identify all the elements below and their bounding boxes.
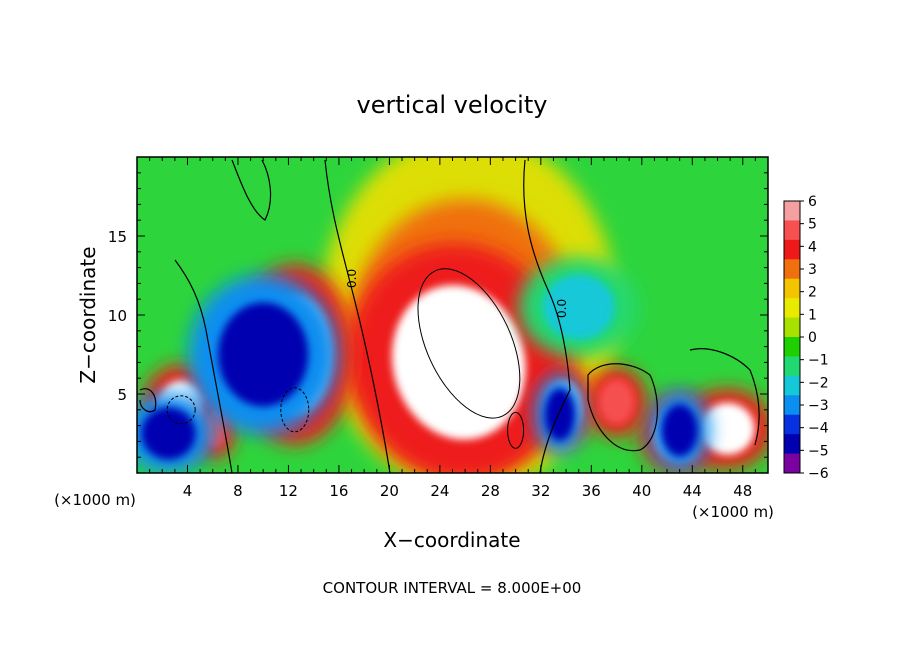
contour-label: 0.0 [555, 299, 569, 318]
contour-interval-note: CONTOUR INTERVAL = 8.000E+00 [323, 579, 582, 597]
colorbar-swatch [784, 356, 800, 377]
colorbar-swatch [784, 278, 800, 299]
x-tick-label: 20 [380, 482, 399, 500]
core-contour [417, 268, 521, 419]
colorbar-label: 1 [808, 307, 817, 323]
colorbar-label: −6 [808, 466, 829, 482]
colorbar-label: 2 [808, 285, 817, 301]
x-tick-label: 44 [683, 482, 702, 500]
x-tick-label: 24 [430, 482, 449, 500]
colorbar-labels: 6 5 4 3 2 1 0 −1 −2 −3 −4 −5 −6 [800, 194, 829, 482]
colorbar-swatch [784, 395, 800, 416]
velocity-field: 0.0 0.0 [137, 157, 768, 473]
colorbar-swatch [784, 434, 800, 455]
colorbar-label: −1 [808, 353, 829, 369]
colorbar-swatch [784, 414, 800, 435]
x-tick-label: 48 [733, 482, 752, 500]
field-core [542, 274, 615, 340]
y-tick-label: 10 [108, 307, 127, 325]
colorbar-swatch [784, 375, 800, 396]
zero-contour [174, 259, 233, 473]
x-tick-label: 4 [183, 482, 193, 500]
x-tick-label: 32 [531, 482, 550, 500]
x-tick-label: 40 [632, 482, 651, 500]
colorbar-label: 5 [808, 217, 817, 233]
colorbar-swatch [784, 239, 800, 260]
colorbar-swatch [784, 220, 800, 241]
colorbar-swatch [784, 298, 800, 319]
x-tick-label: 12 [279, 482, 298, 500]
x-tick-label: 36 [582, 482, 601, 500]
colorbar-label: −5 [808, 443, 829, 459]
zero-contour [689, 348, 760, 446]
x-tick-label: 8 [233, 482, 243, 500]
colorbar-swatch [784, 201, 800, 221]
core-contour [507, 411, 525, 449]
zero-contour [324, 159, 391, 473]
field-core [218, 302, 309, 407]
core-contour [166, 395, 196, 425]
zero-contour [231, 159, 272, 221]
x-tick-label: 16 [329, 482, 348, 500]
colorbar-label: 3 [808, 262, 817, 278]
zero-contour [523, 159, 571, 473]
axis-ticks [137, 157, 768, 473]
colorbar-label: 4 [808, 239, 817, 255]
x-unit-right: (×1000 m) [692, 503, 774, 521]
x-tick-labels: 4 8 12 16 20 24 28 32 36 40 44 48 [183, 482, 753, 500]
field-core [391, 285, 526, 440]
x-axis-label: X−coordinate [383, 528, 520, 552]
core-contour [280, 387, 310, 433]
y-axis-label: Z−coordinate [76, 246, 100, 383]
colorbar-swatch [784, 317, 800, 338]
zero-contour [587, 363, 659, 452]
y-tick-labels: 5 10 15 [108, 228, 127, 404]
field-core [544, 388, 575, 441]
colorbar-label: −2 [808, 375, 829, 391]
colorbar-swatch [784, 259, 800, 280]
colorbar [783, 200, 801, 474]
x-tick-label: 28 [481, 482, 500, 500]
colorbar-label: 0 [808, 330, 817, 346]
colorbar-label: −3 [808, 398, 829, 414]
field-core [661, 404, 698, 457]
colorbar-swatch [784, 453, 800, 474]
contour-label: 0.0 [345, 269, 359, 288]
colorbar-label: −4 [808, 421, 829, 437]
field-core [598, 379, 635, 425]
x-unit-left: (×1000 m) [54, 491, 136, 509]
field-core [141, 407, 196, 460]
field-core [700, 402, 755, 455]
colorbar-swatch [784, 337, 800, 357]
y-tick-label: 15 [108, 228, 127, 246]
y-tick-label: 5 [117, 386, 127, 404]
chart-title: vertical velocity [357, 91, 548, 119]
zero-contour [139, 388, 157, 413]
colorbar-label: 6 [808, 194, 817, 210]
